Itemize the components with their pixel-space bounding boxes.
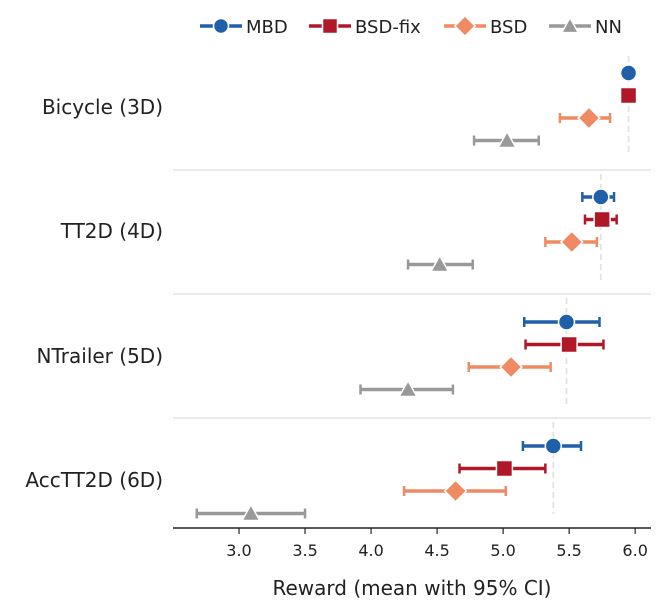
point-bsd-ntrailer-5d (499, 355, 523, 379)
x-tick-label-3.5: 3.5 (292, 541, 317, 560)
legend: MBD BSD-fix BSD NN (200, 14, 622, 38)
point-bsd-fix-tt2d-4d (593, 210, 611, 229)
category-label-acctt2d-6d: AccTT2D (6D) (25, 468, 163, 492)
x-axis: 3.0 3.5 4.0 4.5 5.0 5.5 6.0 (173, 527, 651, 560)
legend-marker-mbd (212, 17, 230, 35)
x-tick-label-5.5: 5.5 (556, 541, 581, 560)
x-tick-label-4.0: 4.0 (358, 541, 383, 560)
category-label-tt2d-4d: TT2D (4D) (60, 219, 163, 243)
category-label-bicycle-3d: Bicycle (3D) (42, 95, 163, 119)
point-mbd-bicycle-3d (619, 64, 638, 82)
point-nn-ntrailer-5d (397, 379, 419, 398)
point-bsd-fix-acctt2d-6d (495, 459, 514, 478)
legend-label-nn: NN (595, 17, 622, 38)
point-nn-acctt2d-6d (240, 503, 261, 522)
legend-label-bsd-fix: BSD-fix (355, 17, 421, 38)
point-bsd-fix-ntrailer-5d (560, 335, 578, 354)
x-tick-label-4.5: 4.5 (424, 541, 449, 560)
point-nn-bicycle-3d (496, 130, 518, 149)
point-bsd-bicycle-3d (577, 106, 601, 130)
data-marks (195, 64, 638, 522)
point-bsd-fix-bicycle-3d (619, 86, 638, 105)
category-label-ntrailer-5d: NTrailer (5D) (37, 344, 163, 368)
legend-marker-bsd (453, 14, 477, 38)
group-separators (173, 169, 651, 419)
point-mbd-tt2d-4d (592, 188, 610, 206)
point-mbd-acctt2d-6d (544, 437, 563, 455)
point-bsd-acctt2d-6d (443, 479, 468, 503)
x-axis-title: Reward (mean with 95% CI) (273, 576, 552, 600)
point-nn-tt2d-4d (429, 254, 450, 273)
category-labels: Bicycle (3D) TT2D (4D) NTrailer (5D) AccTT2… (25, 95, 163, 492)
legend-marker-nn (560, 16, 580, 34)
legend-marker-bsd-fix (321, 17, 339, 35)
x-tick-label-3.0: 3.0 (226, 541, 251, 560)
point-bsd-tt2d-4d (559, 230, 584, 254)
legend-label-bsd: BSD (490, 17, 527, 38)
x-tick-label-6.0: 6.0 (622, 541, 647, 560)
legend-label-mbd: MBD (246, 17, 288, 38)
x-tick-label-5.0: 5.0 (490, 541, 515, 560)
point-mbd-ntrailer-5d (557, 313, 576, 331)
